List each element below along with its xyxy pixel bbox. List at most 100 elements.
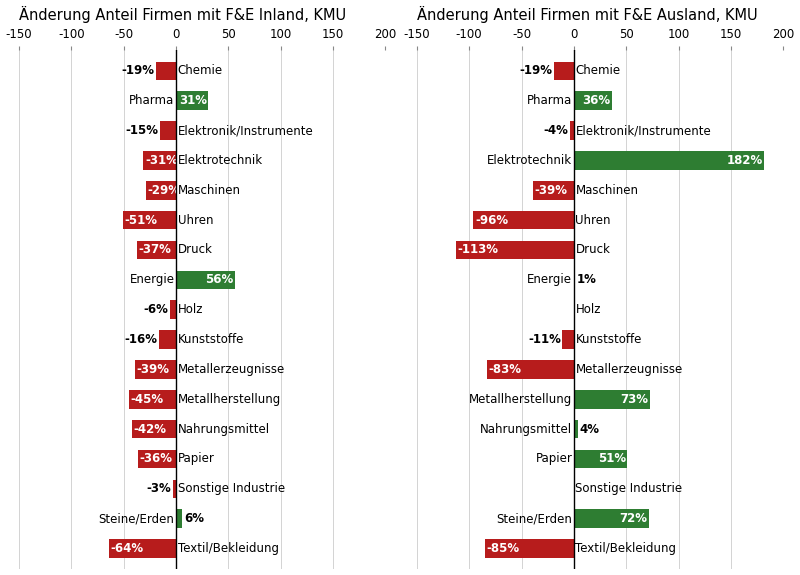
Text: Nahrungsmittel: Nahrungsmittel [480,423,572,436]
Text: Chemie: Chemie [575,64,621,77]
Text: 4%: 4% [580,423,600,436]
Text: 31%: 31% [179,94,207,107]
Text: Elektrotechnik: Elektrotechnik [487,154,572,167]
Text: Metallherstellung: Metallherstellung [469,393,572,406]
Text: -37%: -37% [138,243,172,256]
Bar [176,271,234,289]
Text: Metallerzeugnisse: Metallerzeugnisse [575,363,682,376]
Text: Energie: Energie [527,273,572,286]
Bar [487,360,574,379]
Text: 51%: 51% [598,453,626,466]
Bar [132,420,176,438]
Bar [574,271,575,289]
Text: Kunststoffe: Kunststoffe [575,333,642,346]
Text: Papier: Papier [535,453,572,466]
Text: Papier: Papier [178,453,214,466]
Text: Maschinen: Maschinen [178,184,241,197]
Text: 72%: 72% [620,512,648,525]
Text: Pharma: Pharma [129,94,174,107]
Text: -85%: -85% [486,542,519,555]
Bar [574,509,650,528]
Bar [574,450,627,468]
Text: Nahrungsmittel: Nahrungsmittel [178,423,270,436]
Bar [554,62,574,80]
Text: 6%: 6% [184,512,204,525]
Bar [146,181,176,200]
Text: -15%: -15% [126,124,158,137]
Bar [485,539,574,558]
Text: -16%: -16% [125,333,158,346]
Text: -96%: -96% [475,214,508,227]
Text: -113%: -113% [457,243,498,256]
Bar [138,241,176,259]
Text: Chemie: Chemie [178,64,222,77]
Text: 1%: 1% [577,273,596,286]
Text: Steine/Erden: Steine/Erden [98,512,174,525]
Text: 36%: 36% [582,94,610,107]
Bar [474,211,574,229]
Text: Metallerzeugnisse: Metallerzeugnisse [178,363,285,376]
Text: Energie: Energie [130,273,174,286]
Bar [159,330,176,349]
Text: Holz: Holz [575,303,601,316]
Text: Elektronik/Instrumente: Elektronik/Instrumente [575,124,711,137]
Text: Kunststoffe: Kunststoffe [178,333,244,346]
Text: Pharma: Pharma [527,94,572,107]
Text: Elektrotechnik: Elektrotechnik [178,154,262,167]
Text: Textil/Bekleidung: Textil/Bekleidung [178,542,278,555]
Bar [135,360,176,379]
Bar [574,390,650,408]
Text: Änderung Anteil Firmen mit F&E Ausland, KMU: Änderung Anteil Firmen mit F&E Ausland, … [417,6,758,22]
Text: Druck: Druck [575,243,610,256]
Bar [455,241,574,259]
Bar [176,91,209,110]
Bar [138,450,176,468]
Bar [143,151,176,170]
Bar [170,300,176,319]
Text: -11%: -11% [528,333,561,346]
Text: Sonstige Industrie: Sonstige Industrie [178,482,285,495]
Text: 182%: 182% [726,154,763,167]
Text: -31%: -31% [145,154,178,167]
Text: -19%: -19% [122,64,154,77]
Bar [156,62,176,80]
Bar [562,330,574,349]
Bar [173,480,176,498]
Bar [176,509,182,528]
Text: -19%: -19% [519,64,553,77]
Bar [570,121,574,140]
Text: -42%: -42% [134,423,166,436]
Text: Metallherstellung: Metallherstellung [178,393,281,406]
Text: Elektronik/Instrumente: Elektronik/Instrumente [178,124,314,137]
Text: Änderung Anteil Firmen mit F&E Inland, KMU: Änderung Anteil Firmen mit F&E Inland, K… [19,6,346,22]
Text: 56%: 56% [205,273,233,286]
Text: Steine/Erden: Steine/Erden [497,512,572,525]
Text: -3%: -3% [146,482,171,495]
Bar [574,91,611,110]
Text: Sonstige Industrie: Sonstige Industrie [575,482,682,495]
Text: Druck: Druck [178,243,213,256]
Text: -4%: -4% [543,124,568,137]
Text: 73%: 73% [621,393,649,406]
Text: -83%: -83% [489,363,522,376]
Text: Uhren: Uhren [575,214,611,227]
Text: -36%: -36% [140,453,173,466]
Bar [129,390,176,408]
Text: Uhren: Uhren [178,214,213,227]
Text: Maschinen: Maschinen [575,184,638,197]
Bar [574,151,765,170]
Bar [160,121,176,140]
Text: -29%: -29% [147,184,180,197]
Text: -39%: -39% [534,184,567,197]
Text: -51%: -51% [124,214,157,227]
Bar [533,181,574,200]
Bar [109,539,176,558]
Text: Textil/Bekleidung: Textil/Bekleidung [575,542,677,555]
Bar [574,420,578,438]
Text: -39%: -39% [137,363,170,376]
Text: -45%: -45% [130,393,163,406]
Text: Holz: Holz [178,303,203,316]
Text: -64%: -64% [110,542,144,555]
Text: -6%: -6% [143,303,168,316]
Bar [122,211,176,229]
